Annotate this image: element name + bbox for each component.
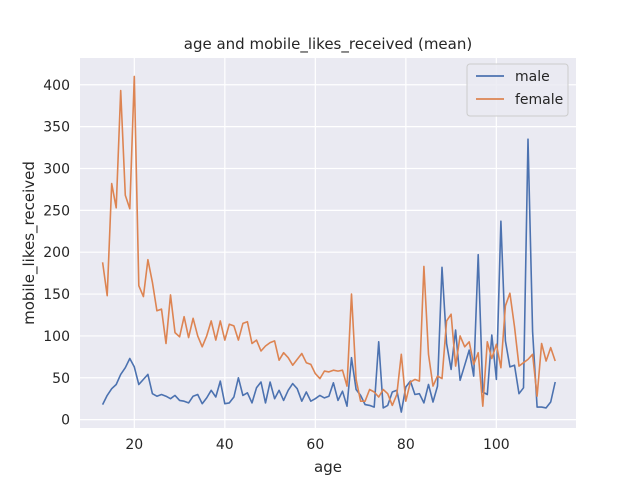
y-tick-label: 100 <box>43 329 70 345</box>
series-line-male <box>101 138 556 413</box>
chart-title: age and mobile_likes_received (mean) <box>184 35 472 54</box>
series-lines <box>101 75 556 413</box>
y-tick-label: 300 <box>43 161 70 177</box>
legend-label-male: male <box>515 69 550 85</box>
y-tick-label: 400 <box>43 78 70 94</box>
legend-box <box>466 63 569 117</box>
plot-background <box>80 58 576 428</box>
y-tick-label: 250 <box>43 203 70 219</box>
y-tick-label: 200 <box>43 245 70 261</box>
legend-label-female: female <box>515 92 563 108</box>
y-tick-label: 350 <box>43 120 70 136</box>
y-tick-label: 150 <box>43 287 70 303</box>
x-tick-label: 20 <box>125 437 143 453</box>
legend: male female <box>466 63 569 117</box>
x-tick-label: 60 <box>306 437 324 453</box>
x-tick-labels: 20 40 60 80 100 <box>125 437 509 453</box>
x-tick-label: 100 <box>483 437 510 453</box>
x-tick-label: 40 <box>216 437 234 453</box>
series-line-female <box>101 75 556 407</box>
y-tick-labels: 0 50 100 150 200 250 300 350 400 <box>43 78 70 429</box>
y-tick-label: 50 <box>52 371 70 387</box>
x-tick-label: 80 <box>397 437 415 453</box>
grid-lines <box>80 58 576 428</box>
x-axis-label: age <box>314 458 342 476</box>
y-tick-label: 0 <box>61 413 70 429</box>
y-axis-label: mobile_likes_received <box>20 161 39 325</box>
